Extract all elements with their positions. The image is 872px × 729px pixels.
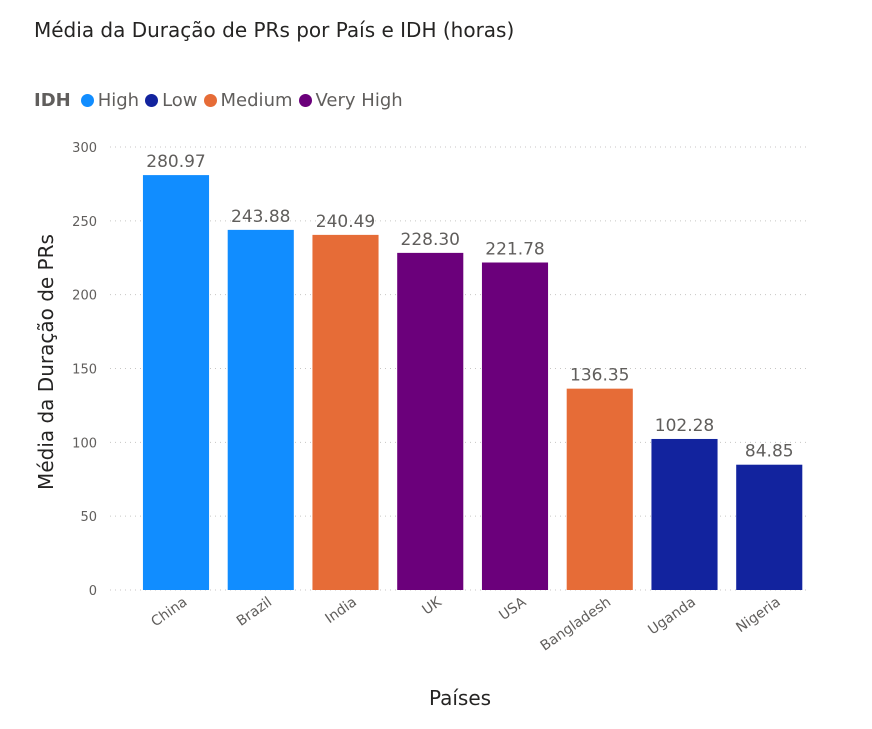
bar-bangladesh[interactable] (566, 388, 633, 590)
legend-dot-icon (298, 94, 312, 107)
y-tick-label: 150 (72, 363, 97, 378)
bar-uk[interactable] (397, 252, 464, 590)
data-label: 280.97 (146, 152, 205, 172)
bar-china[interactable] (142, 175, 210, 591)
y-tick-label: 250 (72, 215, 97, 230)
data-label: 84.85 (745, 442, 794, 462)
y-tick-label: 0 (89, 584, 97, 599)
x-category-label: Bangladesh (538, 594, 614, 654)
bar-nigeria[interactable] (736, 464, 803, 590)
legend-dot-icon (203, 94, 217, 107)
legend-label: Medium (220, 90, 293, 111)
legend-dot-icon (80, 94, 94, 107)
x-category-label: Uganda (645, 594, 698, 638)
y-tick-label: 300 (72, 141, 97, 156)
bar-usa[interactable] (481, 262, 549, 590)
y-tick-label: 200 (72, 289, 97, 304)
y-axis-title: Média da Duração de PRs (34, 234, 58, 490)
data-labels: 280.97 243.88 240.49 228.30 221.78 136.35 102.… (146, 152, 793, 462)
x-category-label: USA (496, 594, 529, 624)
chart-title: Média da Duração de PRs por País e IDH (… (34, 18, 515, 42)
bar-brazil[interactable] (227, 229, 294, 590)
legend-label: Very High (315, 90, 403, 111)
data-label: 221.78 (485, 240, 544, 260)
bar-uganda[interactable] (651, 438, 718, 590)
bar-india[interactable] (312, 234, 379, 590)
x-category-label: China (148, 594, 190, 630)
legend-item-medium[interactable]: Medium (203, 90, 293, 111)
x-axis-categories: China Brazil India UK USA Bangladesh Uganda Nig… (148, 594, 783, 655)
y-tick-label: 50 (80, 510, 97, 525)
legend-item-very-high[interactable]: Very High (298, 90, 403, 111)
legend-item-high[interactable]: High (80, 90, 140, 111)
y-axis-ticks: 0 50 100 150 200 250 300 (72, 141, 97, 599)
x-category-label: Brazil (234, 594, 275, 630)
legend-label: High (97, 90, 140, 111)
legend-title: IDH (34, 90, 71, 111)
legend-item-low[interactable]: Low (145, 90, 198, 111)
bars (142, 175, 803, 591)
data-label: 102.28 (655, 416, 714, 436)
legend-label: Low (162, 90, 198, 111)
x-category-label: UK (419, 594, 445, 619)
data-label: 228.30 (401, 230, 460, 250)
legend: IDH High Low Medium Very High (34, 90, 409, 111)
data-label: 240.49 (316, 212, 375, 232)
x-category-label: Nigeria (733, 594, 783, 636)
y-tick-label: 100 (72, 436, 97, 451)
x-category-label: India (322, 594, 359, 627)
data-label: 243.88 (231, 207, 290, 227)
legend-dot-icon (145, 94, 159, 107)
x-axis-title: Países (429, 686, 491, 710)
data-label: 136.35 (570, 366, 629, 386)
